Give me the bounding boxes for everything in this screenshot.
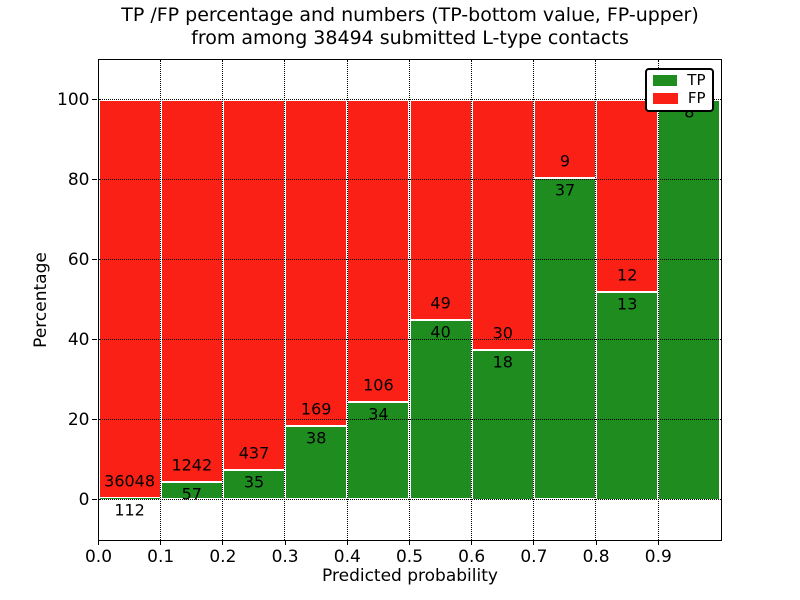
bar-value-label-tp: 57 [181, 484, 202, 504]
chart-title-line2: from among 38494 submitted L-type contac… [191, 27, 629, 49]
bar-segment-tp [285, 426, 348, 500]
bar-value-label-tp: 34 [368, 404, 389, 424]
y-tick-label: 60 [67, 249, 90, 270]
y-gridline [98, 338, 721, 340]
bar-value-label-fp: 169 [300, 399, 332, 419]
y-tick-label: 100 [57, 89, 90, 110]
chart-title-line1: TP /FP percentage and numbers (TP-bottom… [121, 4, 699, 26]
y-gridline [98, 98, 721, 100]
bar-value-label-tp: 8 [684, 102, 695, 121]
x-gridline [533, 59, 535, 540]
bar-value-label-tp: 112 [114, 500, 145, 520]
x-gridline [284, 59, 286, 540]
y-gridline [98, 178, 721, 180]
y-tick-label: 40 [67, 329, 90, 350]
legend-swatch-fp-icon [652, 93, 678, 105]
bar-value-label-fp: 437 [238, 443, 270, 463]
y-tick [92, 338, 97, 341]
bar-value-label-tp: 38 [306, 428, 327, 448]
y-tick [92, 258, 97, 261]
bar-segment-tp [658, 99, 721, 500]
bar-value-label-fp: 106 [363, 375, 394, 395]
x-gridline [222, 59, 224, 540]
x-tick-label: 0.3 [271, 546, 299, 567]
bar-segment-fp [285, 99, 348, 427]
x-tick [533, 539, 535, 545]
x-tick-label: 0.6 [458, 546, 486, 567]
bar-segment-fp [222, 99, 286, 470]
x-gridline [657, 59, 659, 540]
bar-value-label-fp: 49 [430, 293, 451, 313]
bar-value-label-fp: 1242 [171, 455, 213, 475]
x-gridline [159, 59, 161, 540]
x-tick [657, 539, 659, 545]
bar-segment-tp [471, 349, 534, 500]
y-tick [92, 418, 97, 421]
bar-value-label-fp: 30 [492, 323, 513, 342]
y-gridline [98, 258, 721, 260]
bar-segment-fp [347, 99, 410, 403]
bar-segment-tp [596, 291, 659, 500]
y-axis-label: Percentage [31, 252, 51, 348]
y-tick [92, 498, 97, 501]
bar-value-label-tp: 18 [492, 352, 513, 371]
y-tick-label: 0 [78, 489, 90, 510]
x-gridline [470, 59, 472, 540]
x-tick-label: 0.0 [84, 546, 113, 567]
x-tick [97, 539, 100, 545]
x-tick [595, 539, 597, 545]
bar-value-label-tp: 40 [430, 322, 451, 342]
bar-segment-fp [409, 99, 472, 320]
y-tick [92, 178, 97, 181]
x-gridline [595, 59, 597, 540]
chart-title: TP /FP percentage and numbers (TP-bottom… [121, 4, 699, 50]
x-tick-label: 0.4 [333, 546, 361, 567]
x-tick [408, 539, 411, 545]
plot-area: 36048 112 1242 57 437 35 169 38 106 34 49 40 30 18 9 37… [57, 58, 722, 567]
bar-segment-fp [160, 99, 223, 482]
x-tick [284, 539, 286, 545]
y-tick-label: 20 [67, 409, 90, 430]
legend-item-fp: FP [652, 89, 706, 108]
y-tick-label: 80 [67, 169, 90, 190]
bar-value-label-tp: 35 [243, 472, 265, 492]
bar-segment-fp [533, 99, 597, 178]
x-tick-label: 0.9 [644, 546, 672, 567]
bar-value-label-tp: 37 [554, 180, 576, 200]
y-gridline [98, 498, 721, 500]
legend: TP FP [644, 67, 714, 112]
bar-segment-fp [471, 99, 534, 350]
legend-label-fp: FP [687, 89, 706, 108]
bar-value-label-fp: 36048 [104, 471, 156, 491]
x-tick [346, 539, 348, 545]
bar-segment-tp [409, 319, 472, 500]
x-gridline [408, 59, 410, 540]
x-tick-label: 0.8 [582, 546, 610, 567]
x-gridline [346, 59, 348, 540]
bar-segment-tp [222, 469, 286, 500]
x-tick-label: 0.2 [209, 546, 237, 567]
bar-value-label-fp: 12 [617, 265, 638, 284]
x-tick [222, 539, 224, 545]
x-tick [160, 539, 162, 545]
x-tick-label: 0.1 [147, 546, 175, 567]
legend-item-tp: TP [652, 70, 706, 89]
x-tick [471, 539, 473, 545]
y-tick [92, 98, 97, 101]
bar-value-label-fp: 9 [559, 151, 571, 171]
bar-segment-fp [596, 99, 659, 292]
legend-label-tp: TP [687, 70, 706, 89]
x-tick-label: 0.5 [395, 546, 424, 567]
y-gridline [98, 418, 721, 420]
bar-value-label-tp: 13 [617, 294, 638, 313]
legend-swatch-tp-icon [652, 74, 678, 86]
x-tick-label: 0.7 [520, 546, 548, 567]
x-axis-label: Predicted probability [322, 566, 498, 586]
bar-segment-fp [98, 99, 161, 499]
